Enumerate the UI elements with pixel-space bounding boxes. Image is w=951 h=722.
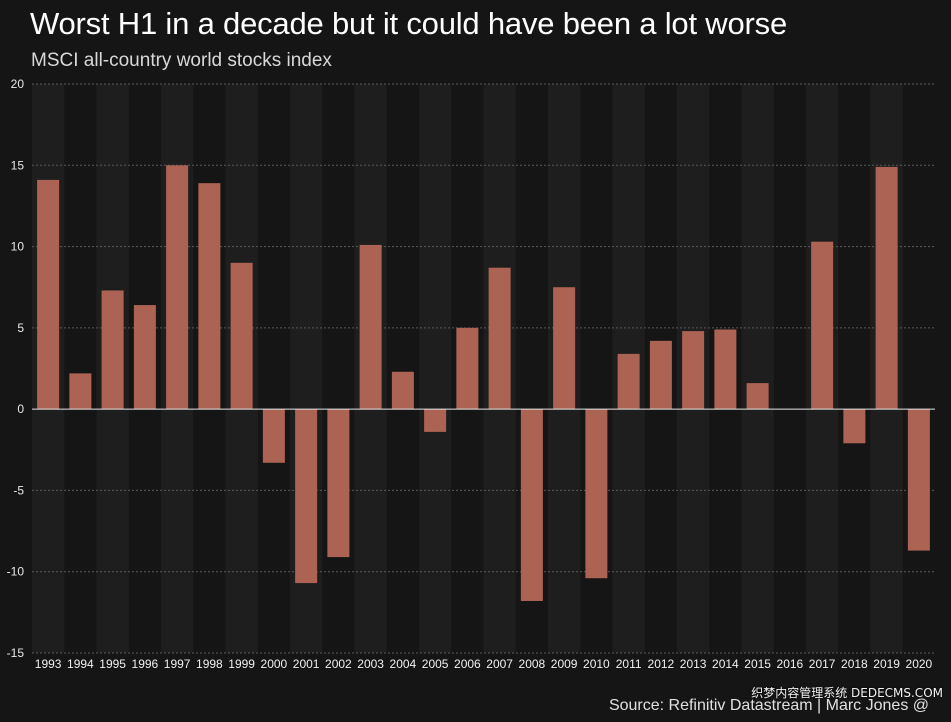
gridlines — [32, 83, 935, 654]
bar-2014 — [714, 329, 737, 410]
x-tick-label: 2000 — [261, 657, 288, 671]
x-axis-ticks: 1993 1994 1995 1996 1997 1998 1999 2000 2001 2002… — [35, 657, 933, 671]
bar-2015 — [746, 383, 769, 410]
y-tick-label: 5 — [17, 321, 24, 335]
watermark: 织梦内容管理系统 DEDECMS.COM — [751, 686, 943, 700]
bar-2013 — [682, 331, 705, 410]
x-tick-label: 1996 — [132, 657, 159, 671]
x-tick-label: 2019 — [873, 657, 900, 671]
bar-2010 — [585, 409, 608, 579]
x-tick-label: 2005 — [422, 657, 449, 671]
bar-2006 — [456, 327, 479, 410]
bar-2004 — [391, 371, 414, 410]
x-tick-label: 2011 — [616, 657, 642, 671]
x-tick-label: 1994 — [67, 657, 94, 671]
x-tick-label: 2004 — [390, 657, 417, 671]
bar-2017 — [811, 241, 834, 410]
bar-1998 — [198, 183, 221, 410]
bar-2000 — [262, 409, 285, 463]
x-tick-label: 1995 — [99, 657, 126, 671]
bars — [37, 165, 930, 601]
column-band — [741, 84, 774, 653]
x-tick-label: 2016 — [777, 657, 804, 671]
x-tick-label: 2006 — [454, 657, 481, 671]
x-tick-label: 2013 — [680, 657, 707, 671]
bar-2011 — [617, 353, 640, 410]
bar-2009 — [553, 287, 576, 410]
bar-2003 — [359, 244, 382, 410]
source-note: Source: Refinitiv Datastream | Marc Jone… — [608, 697, 929, 714]
bar-2020 — [907, 409, 930, 551]
y-tick-label: 0 — [17, 402, 24, 416]
chart-title: Worst H1 in a decade but it could have b… — [30, 6, 787, 41]
x-tick-label: 1999 — [228, 657, 255, 671]
x-tick-label: 2020 — [906, 657, 933, 671]
y-tick-label: 10 — [11, 240, 25, 254]
bar-2018 — [843, 409, 866, 444]
x-tick-label: 2001 — [293, 657, 320, 671]
bar-2005 — [424, 409, 447, 432]
x-tick-label: 2008 — [519, 657, 546, 671]
column-band — [419, 84, 452, 653]
bar-2001 — [295, 409, 318, 584]
bar-2007 — [488, 267, 511, 410]
bar-1994 — [69, 373, 92, 410]
bar-2002 — [327, 409, 350, 558]
x-tick-label: 2014 — [712, 657, 739, 671]
y-tick-label: -5 — [13, 483, 24, 497]
x-tick-label: 2017 — [809, 657, 836, 671]
x-tick-label: 1997 — [164, 657, 191, 671]
x-tick-label: 2007 — [486, 657, 513, 671]
bar-1995 — [101, 290, 124, 410]
x-tick-label: 2018 — [841, 657, 868, 671]
bar-1999 — [230, 262, 253, 410]
x-tick-label: 2002 — [325, 657, 352, 671]
x-tick-label: 2012 — [648, 657, 675, 671]
x-tick-label: 2003 — [357, 657, 384, 671]
bar-1993 — [37, 179, 60, 410]
y-tick-label: -10 — [7, 565, 25, 579]
x-tick-label: 2009 — [551, 657, 578, 671]
bar-2019 — [875, 166, 898, 410]
bar-2012 — [649, 340, 672, 410]
y-tick-label: -15 — [7, 646, 25, 660]
y-axis-ticks: 20 15 10 5 0 -5 -10 -15 — [7, 77, 25, 660]
x-tick-label: 1998 — [196, 657, 223, 671]
bar-1996 — [133, 305, 156, 410]
y-tick-label: 15 — [11, 158, 25, 172]
y-tick-label: 20 — [11, 77, 25, 91]
x-tick-label: 2015 — [744, 657, 771, 671]
bar-1997 — [166, 165, 189, 410]
bar-2008 — [520, 409, 543, 601]
x-tick-label: 2010 — [583, 657, 610, 671]
x-tick-label: 1993 — [35, 657, 62, 671]
chart-subtitle: MSCI all-country world stocks index — [31, 50, 332, 71]
